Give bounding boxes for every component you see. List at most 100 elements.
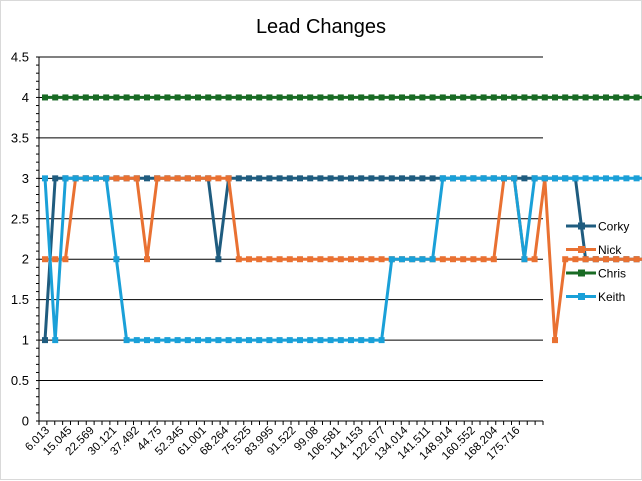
data-point [592, 175, 599, 182]
data-point [541, 175, 548, 182]
data-point [195, 337, 201, 344]
data-point [450, 256, 456, 263]
data-point [613, 94, 620, 101]
data-point [246, 94, 252, 101]
data-point [450, 175, 456, 182]
data-point [235, 175, 242, 182]
data-point [52, 337, 59, 344]
data-point [144, 337, 150, 344]
data-point [307, 256, 314, 263]
data-point [52, 256, 59, 263]
data-point [276, 256, 283, 263]
data-point [480, 256, 487, 263]
legend: Corky Nick Chris Keith [566, 220, 629, 304]
data-point [409, 175, 416, 182]
data-point [348, 94, 354, 101]
data-point [42, 256, 48, 263]
data-point [286, 175, 293, 182]
data-point [113, 94, 120, 101]
data-point [603, 94, 609, 101]
data-point [378, 175, 385, 182]
data-point [113, 256, 120, 263]
data-point [552, 94, 558, 101]
data-point [62, 256, 69, 263]
data-point [562, 256, 569, 263]
data-point [246, 175, 252, 182]
data-point [276, 94, 283, 101]
data-point [215, 175, 222, 182]
data-point [531, 175, 538, 182]
data-point [572, 94, 579, 101]
data-point [439, 256, 446, 263]
data-point [419, 175, 426, 182]
data-point [103, 94, 110, 101]
data-point [215, 337, 222, 344]
data-point [72, 94, 79, 101]
data-point [623, 175, 630, 182]
data-point [164, 175, 171, 182]
data-point [613, 175, 620, 182]
data-point [429, 256, 436, 263]
data-point [541, 94, 548, 101]
data-point [256, 256, 263, 263]
data-point [42, 337, 48, 344]
data-point [266, 337, 273, 344]
data-point [246, 337, 252, 344]
data-point [572, 256, 579, 263]
data-point [623, 256, 630, 263]
data-point [297, 175, 303, 182]
data-point [123, 175, 130, 182]
data-point [399, 94, 405, 101]
data-point [327, 94, 334, 101]
series-nick [42, 175, 642, 344]
data-point [184, 175, 191, 182]
data-point [62, 94, 69, 101]
data-point [603, 256, 609, 263]
data-point [123, 94, 130, 101]
data-point [358, 175, 365, 182]
data-point [399, 175, 405, 182]
data-point [358, 94, 365, 101]
data-point [460, 94, 467, 101]
data-point [133, 337, 140, 344]
data-point [297, 94, 303, 101]
legend-marker [578, 246, 585, 253]
legend-marker [578, 269, 585, 277]
data-point [225, 175, 232, 182]
data-point [470, 175, 477, 182]
data-point [439, 94, 446, 101]
data-point [490, 175, 497, 182]
legend-label: Corky [598, 220, 629, 234]
data-point [327, 337, 334, 344]
legend-marker [578, 293, 585, 300]
data-point [184, 337, 191, 344]
series-line [45, 176, 642, 342]
data-point [633, 94, 640, 101]
data-point [103, 175, 110, 182]
data-point [429, 94, 436, 101]
data-point [256, 94, 263, 101]
data-point [62, 175, 69, 182]
data-point [531, 256, 538, 263]
legend-label: Chris [598, 267, 626, 281]
data-point [388, 175, 395, 182]
data-point [317, 175, 324, 182]
data-point [154, 175, 161, 182]
data-point [399, 256, 405, 263]
y-tick-label: 3 [22, 171, 29, 186]
data-point [582, 256, 589, 263]
data-point [307, 175, 314, 182]
data-point [297, 256, 303, 263]
data-point [205, 337, 212, 344]
data-point [521, 175, 528, 182]
legend-entry: Keith [566, 290, 625, 304]
data-point [174, 175, 181, 182]
data-point [297, 337, 303, 344]
data-point [337, 94, 344, 101]
data-point [378, 337, 385, 344]
data-point [307, 94, 314, 101]
data-point [490, 256, 497, 263]
data-point [266, 94, 273, 101]
